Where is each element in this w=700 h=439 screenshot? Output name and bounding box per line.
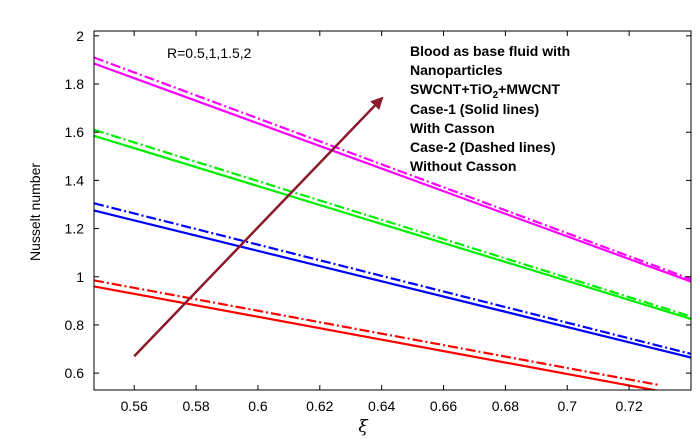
series-layer (94, 56, 691, 390)
y-tick-label: 2 (76, 28, 84, 44)
series-line-r1-case-2 (94, 202, 691, 355)
annotation-line-3-suffix: +MWCNT (498, 81, 560, 97)
x-tick-label: 0.72 (616, 398, 643, 414)
annotation-line-2: Nanoparticles (410, 62, 503, 78)
y-tick-label: 1 (76, 269, 84, 285)
x-tick-label: 0.66 (430, 398, 457, 414)
y-axis-label: Nusselt number (27, 163, 43, 261)
y-tick-label: 0.8 (65, 317, 85, 333)
x-tick-label: 0.58 (182, 398, 209, 414)
description-annotation: Blood as base fluid with Nanoparticles S… (410, 43, 570, 174)
y-tick-label: 1.4 (65, 172, 85, 188)
x-tick-label: 0.62 (306, 398, 333, 414)
series-line-r1_5-case-2 (94, 128, 691, 318)
x-tick-label: 0.68 (492, 398, 519, 414)
x-axis: 0.56 0.58 0.6 0.62 0.64 0.66 0.68 0.7 0.72 (121, 31, 643, 414)
y-axis: 0.6 0.8 1 1.2 1.4 1.6 1.8 2 (65, 28, 691, 381)
annotation-line-6: Case-2 (Dashed lines) (410, 139, 556, 155)
y-tick-label: 1.2 (65, 221, 85, 237)
annotation-line-3-subscript: 2 (493, 90, 499, 101)
annotation-line-4: Case-1 (Solid lines) (410, 101, 539, 117)
plot-frame (93, 30, 692, 391)
series-line-r0_5-case-1 (94, 285, 660, 390)
annotation-line-3-prefix: SWCNT+TiO (410, 81, 493, 97)
y-tick-label: 1.6 (65, 124, 85, 140)
annotation-line-7: Without Casson (410, 158, 516, 174)
series-line-r2-case-2 (94, 56, 691, 281)
annotation-line-1: Blood as base fluid with (410, 43, 570, 59)
annotation-line-5: With Casson (410, 120, 495, 136)
y-tick-label: 0.6 (65, 365, 85, 381)
plot-area (94, 31, 691, 390)
x-tick-label: 0.7 (558, 398, 578, 414)
series-line-r1_5-case-1 (94, 134, 691, 320)
x-tick-label: 0.64 (368, 398, 395, 414)
annotation-line-3: SWCNT+TiO2+MWCNT (410, 81, 560, 101)
series-line-r0_5-case-2 (94, 279, 661, 387)
r-values-annotation: R=0.5,1,1.5,2 (167, 45, 252, 61)
series-line-r2-case-2 (94, 62, 691, 283)
x-tick-label: 0.6 (248, 398, 268, 414)
series-line-r1-case-1 (94, 209, 691, 359)
x-axis-label: ξ (358, 417, 369, 437)
x-tick-label: 0.56 (121, 398, 148, 414)
y-tick-label: 1.8 (65, 76, 85, 92)
increasing-r-arrow (133, 96, 384, 358)
